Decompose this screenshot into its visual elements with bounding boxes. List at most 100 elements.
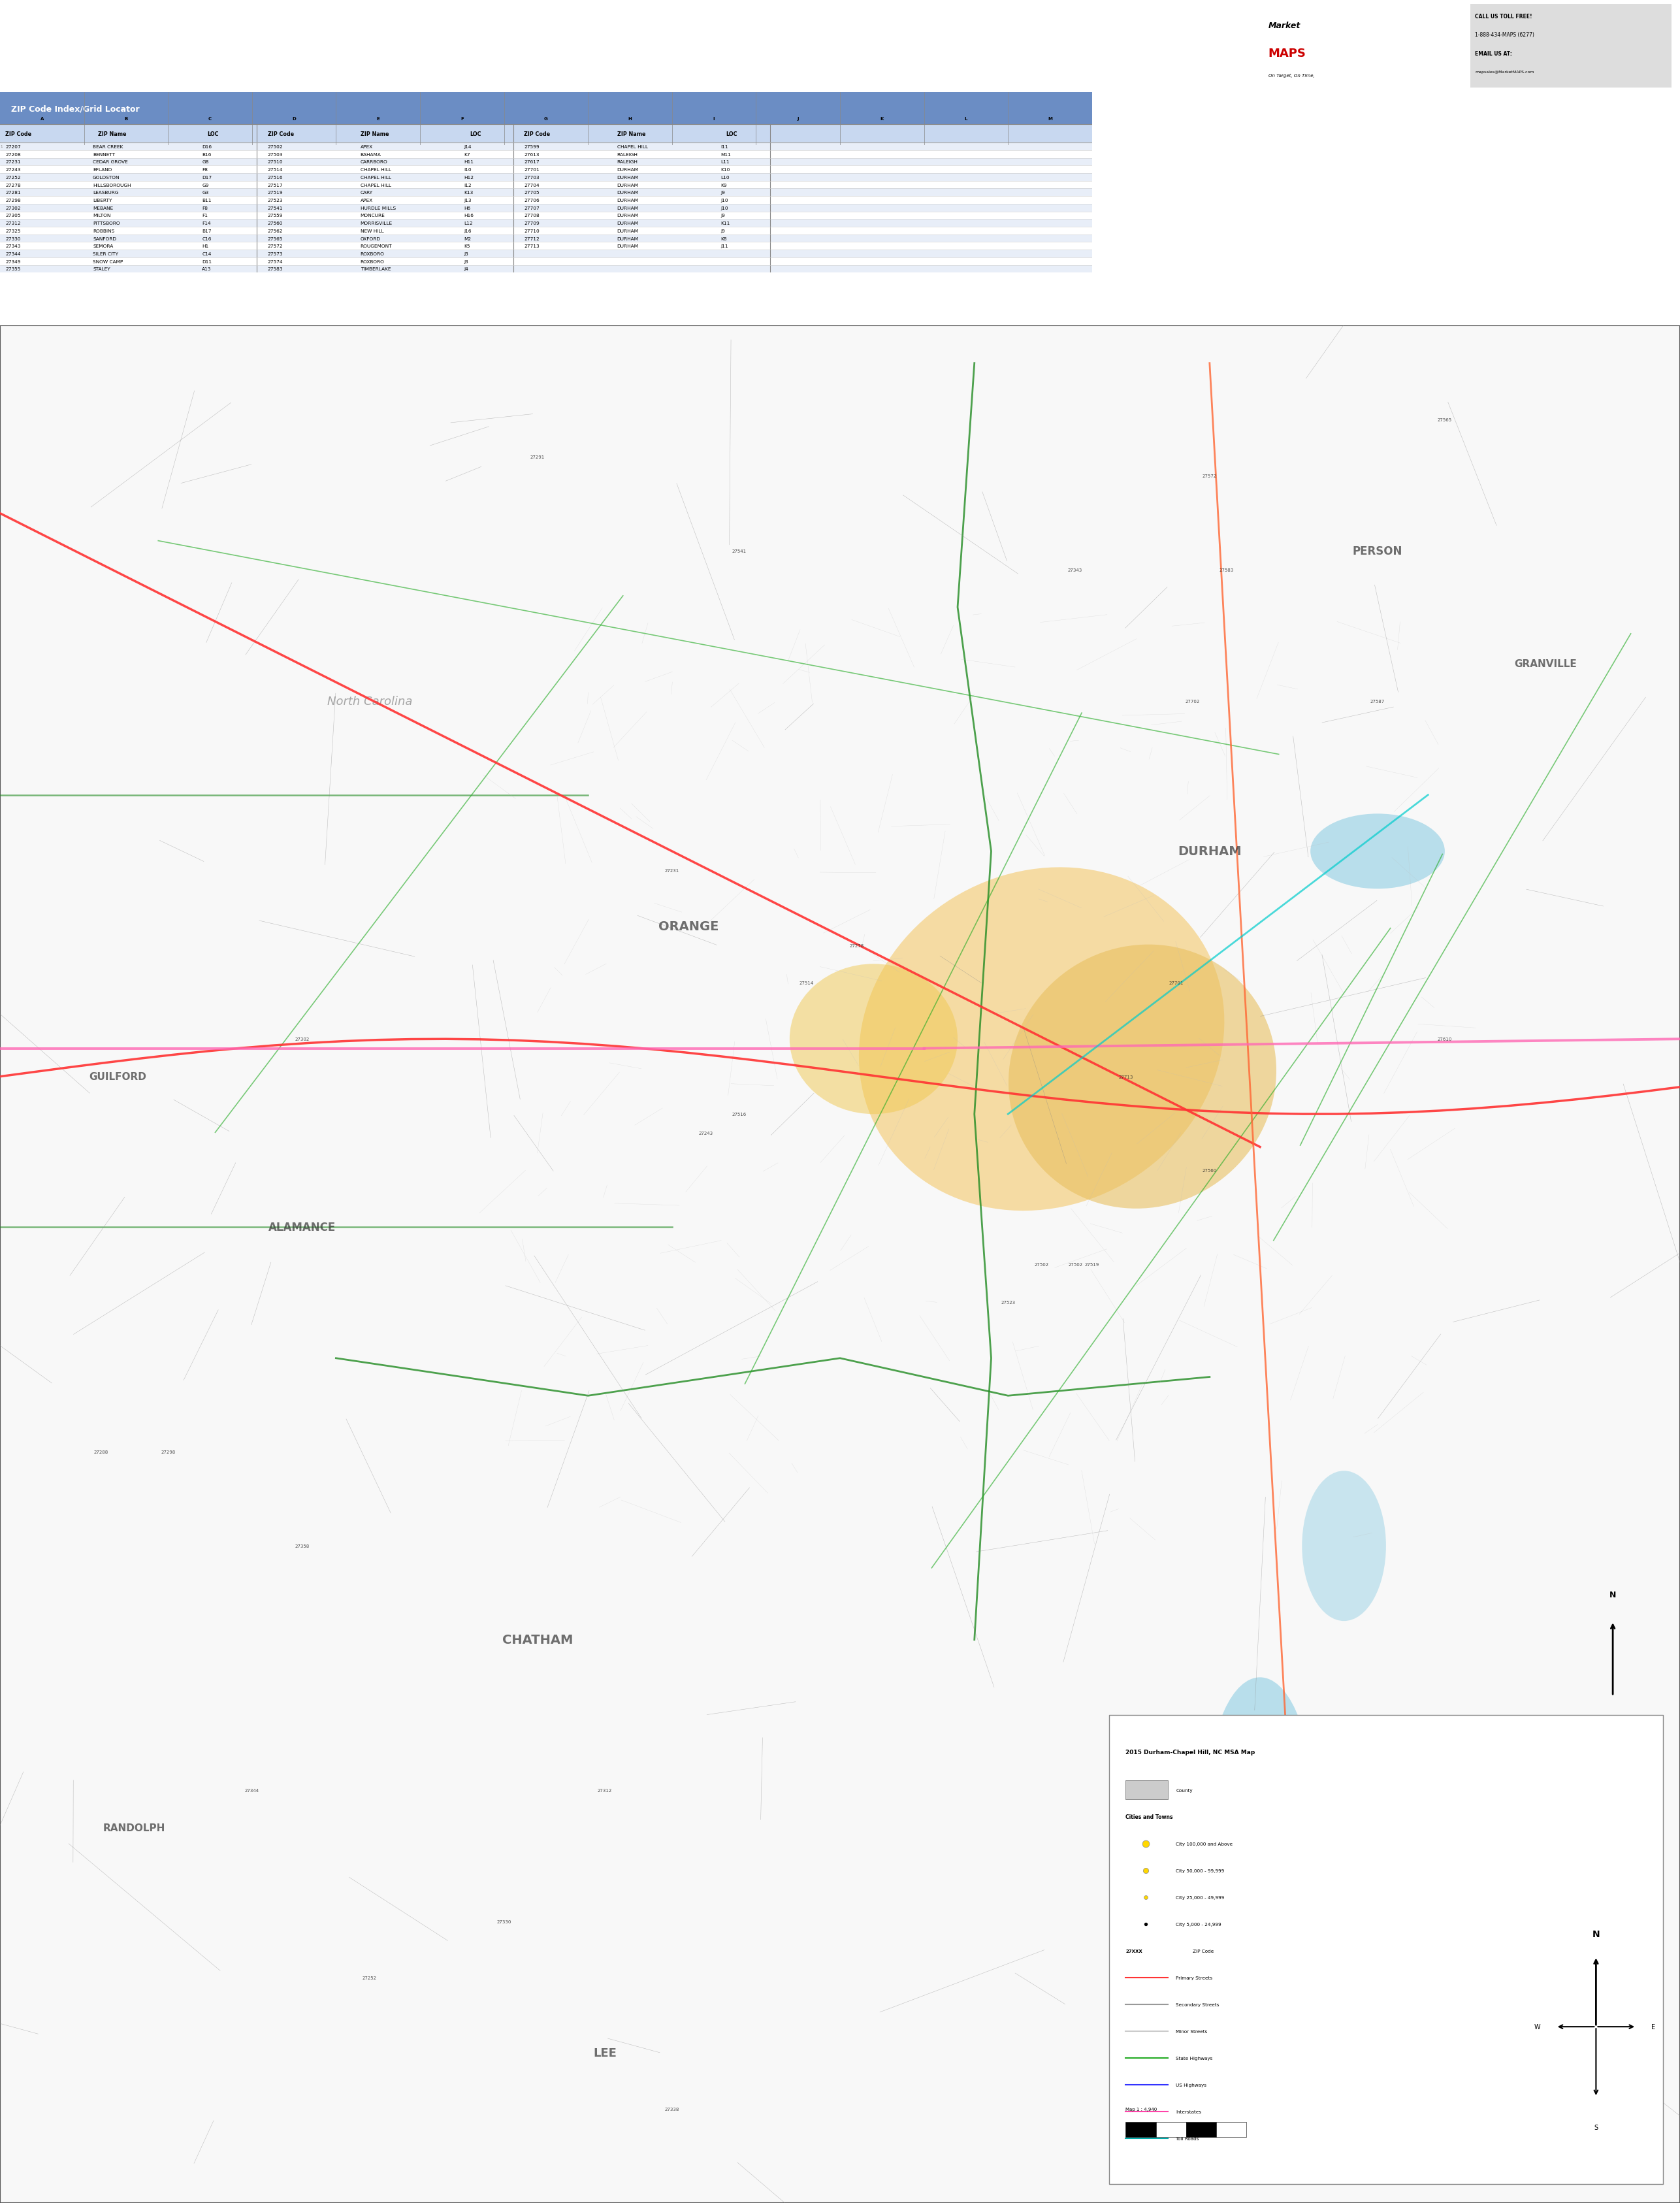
Bar [0, 93, 1092, 126]
Text: J14: J14 [464, 145, 472, 150]
Text: 27559: 27559 [267, 214, 282, 218]
Text: 27705: 27705 [524, 192, 539, 194]
Bar [0, 196, 1092, 205]
Text: M11: M11 [721, 152, 731, 156]
Text: Minor Streets: Minor Streets [1176, 2029, 1208, 2033]
Text: 27560: 27560 [1203, 1170, 1216, 1172]
Text: HILLSBOROUGH: HILLSBOROUGH [92, 183, 131, 187]
Text: SANFORD: SANFORD [92, 236, 116, 240]
Text: LEE: LEE [593, 2047, 617, 2060]
Text: E: E [376, 117, 380, 121]
Text: 27613: 27613 [524, 152, 539, 156]
Text: City 5,000 - 24,999: City 5,000 - 24,999 [1176, 1923, 1221, 1925]
Text: 27344: 27344 [245, 1789, 259, 1791]
Text: 27298: 27298 [161, 1450, 175, 1454]
Bar [0, 165, 1092, 174]
Text: 27701: 27701 [1169, 980, 1183, 985]
Text: 27291: 27291 [531, 456, 544, 460]
Text: 27302: 27302 [5, 207, 20, 209]
Text: 27355: 27355 [5, 267, 20, 271]
Text: J10: J10 [721, 207, 729, 209]
Text: 27231: 27231 [5, 161, 20, 165]
Text: F8: F8 [202, 207, 208, 209]
Text: SEMORA: SEMORA [92, 245, 113, 249]
Text: 27562: 27562 [267, 229, 282, 234]
Text: I12: I12 [464, 183, 472, 187]
Text: 27565: 27565 [1438, 419, 1452, 421]
Text: RANDOLPH: RANDOLPH [102, 1822, 166, 1833]
Text: L10: L10 [721, 176, 729, 178]
Bar [1109, 1714, 1663, 2183]
Bar [0, 205, 1092, 211]
Bar [0, 159, 1092, 165]
Text: 27573: 27573 [267, 251, 282, 256]
Text: DURHAM: DURHAM [617, 207, 638, 209]
Text: 27519: 27519 [1085, 1262, 1099, 1267]
Text: A13: A13 [202, 267, 212, 271]
Text: RALEIGH: RALEIGH [617, 161, 638, 165]
Text: D16: D16 [202, 145, 212, 150]
Bar [0, 251, 1092, 258]
Text: 27207: 27207 [5, 145, 20, 150]
Bar [0, 126, 1092, 143]
Text: H11: H11 [464, 161, 474, 165]
Text: CEDAR GROVE: CEDAR GROVE [92, 161, 128, 165]
Text: ROBBINS: ROBBINS [92, 229, 114, 234]
Text: GOLDSTON: GOLDSTON [92, 176, 119, 178]
Text: 2015 Durham-Chapel Hill, NC MSA Map: 2015 Durham-Chapel Hill, NC MSA Map [1126, 1749, 1255, 1754]
Text: ZIP Name: ZIP Name [617, 132, 645, 137]
Ellipse shape [1302, 1472, 1386, 1621]
Text: 27343: 27343 [5, 245, 20, 249]
Ellipse shape [1008, 945, 1277, 1209]
Text: 27503: 27503 [267, 152, 282, 156]
Text: 27231: 27231 [665, 868, 679, 872]
Text: K9: K9 [721, 183, 727, 187]
Text: Secondary Streets: Secondary Streets [1176, 2003, 1220, 2007]
Text: 27312: 27312 [598, 1789, 612, 1791]
Text: ORANGE: ORANGE [659, 921, 719, 932]
Text: N: N [1609, 1591, 1616, 1599]
Text: 27517: 27517 [267, 183, 282, 187]
Text: ZIP Code Index/Grid Locator: ZIP Code Index/Grid Locator [10, 104, 139, 112]
Text: K10: K10 [721, 167, 731, 172]
Text: 27583: 27583 [267, 267, 282, 271]
Point [1132, 1906, 1159, 1941]
Text: Toll Roads: Toll Roads [1176, 2137, 1200, 2141]
Text: 27523: 27523 [1001, 1300, 1015, 1304]
Text: ZIP Name: ZIP Name [97, 132, 126, 137]
Text: MONCURE: MONCURE [360, 214, 385, 218]
Text: 27243: 27243 [5, 167, 20, 172]
Text: US Highways: US Highways [1176, 2084, 1206, 2086]
Text: PERSON: PERSON [1352, 546, 1403, 557]
Bar [0, 174, 1092, 181]
Text: DURHAM: DURHAM [617, 183, 638, 187]
Text: NEW HILL: NEW HILL [360, 229, 383, 234]
Text: C: C [208, 117, 212, 121]
Text: BENNETT: BENNETT [92, 152, 116, 156]
Bar [0, 242, 1092, 251]
Text: L12: L12 [464, 223, 474, 225]
Text: 27574: 27574 [267, 260, 282, 264]
Text: G8: G8 [202, 161, 208, 165]
Text: ZIP Code: ZIP Code [5, 132, 32, 137]
Text: WAKE: WAKE [1359, 1917, 1396, 1928]
Text: 27281: 27281 [5, 192, 20, 194]
Text: J3: J3 [464, 251, 469, 256]
Text: J3: J3 [464, 260, 469, 264]
Text: ZIP Code: ZIP Code [524, 132, 551, 137]
Ellipse shape [790, 965, 958, 1115]
Text: LEASBURG: LEASBURG [92, 192, 119, 194]
Text: C14: C14 [202, 251, 212, 256]
Text: 27617: 27617 [524, 161, 539, 165]
Bar [0, 150, 1092, 159]
Text: 27338: 27338 [665, 2108, 679, 2110]
Text: 27208: 27208 [5, 152, 20, 156]
Text: 27709: 27709 [524, 223, 539, 225]
Bar [0, 267, 1092, 273]
Text: C16: C16 [202, 236, 212, 240]
Text: 27502: 27502 [1035, 1262, 1048, 1267]
Text: K7: K7 [464, 152, 470, 156]
Text: OXFORD: OXFORD [360, 236, 381, 240]
Text: LOC: LOC [208, 132, 218, 137]
Text: CHAPEL HILL: CHAPEL HILL [617, 145, 648, 150]
